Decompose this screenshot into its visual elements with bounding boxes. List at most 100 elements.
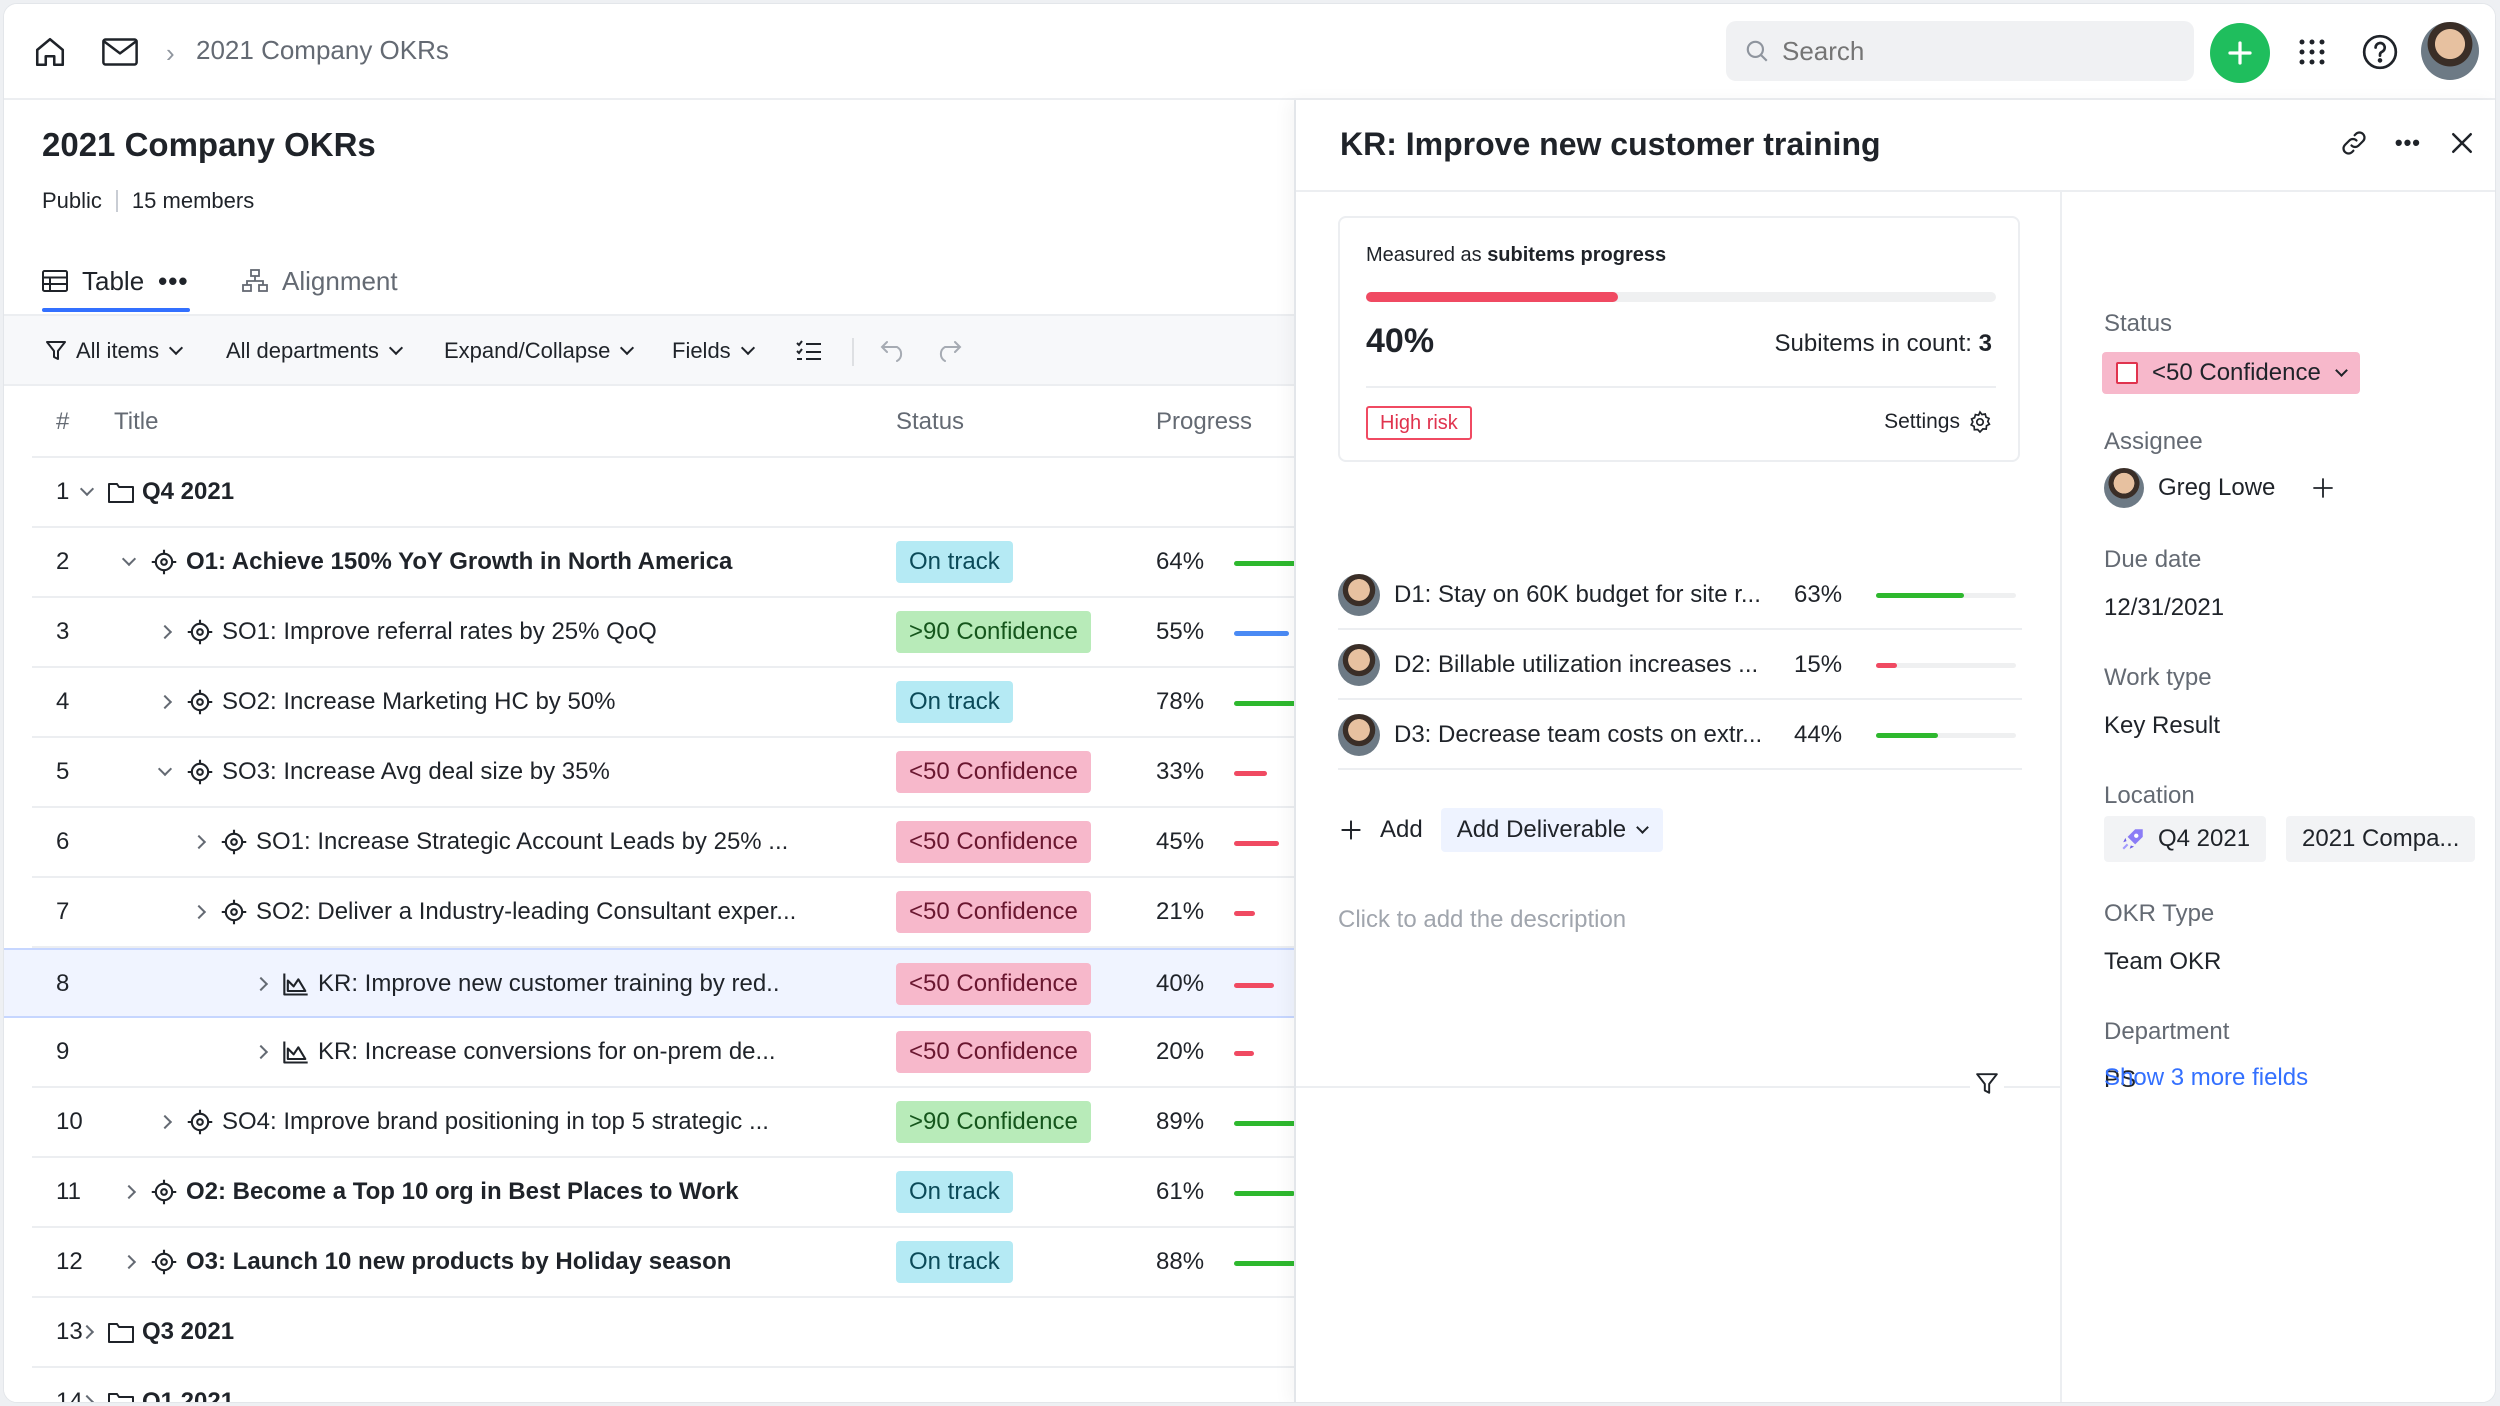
row-title[interactable]: SO3: Increase Avg deal size by 35% — [157, 758, 610, 786]
status-badge[interactable]: >90 Confidence — [896, 611, 1091, 653]
chevron-right-icon[interactable] — [191, 834, 207, 850]
search-box[interactable] — [1726, 21, 2194, 81]
chevron-right-icon[interactable] — [157, 1114, 173, 1130]
expand-collapse-dropdown[interactable]: Expand/Collapse — [444, 316, 635, 386]
deliverable-item[interactable]: D1: Stay on 60K budget for site r... 63% — [1338, 560, 2022, 630]
more-icon[interactable]: ••• — [158, 265, 189, 296]
status-badge[interactable]: On track — [896, 1171, 1013, 1213]
description-placeholder[interactable]: Click to add the description — [1338, 906, 1627, 933]
table-row[interactable]: 4 SO2: Increase Marketing HC by 50% On tra… — [32, 668, 1294, 738]
work-type-value[interactable]: Key Result — [2104, 712, 2221, 739]
chevron-right-icon[interactable] — [121, 1254, 137, 1270]
status-badge[interactable]: <50 Confidence — [896, 821, 1091, 863]
departments-dropdown[interactable]: All departments — [226, 316, 403, 386]
table-row[interactable]: 11 O2: Become a Top 10 org in Best Places… — [32, 1158, 1294, 1228]
status-checkbox[interactable] — [2116, 362, 2138, 384]
table-row[interactable]: 8 KR: Improve new customer training by re… — [4, 948, 1294, 1018]
detail-title[interactable]: KR: Improve new customer training — [1340, 126, 1881, 162]
mail-icon[interactable] — [100, 32, 140, 72]
user-avatar[interactable] — [2421, 22, 2479, 80]
table-row[interactable]: 2 O1: Achieve 150% YoY Growth in North Am… — [32, 528, 1294, 598]
status-badge[interactable]: <50 Confidence — [896, 891, 1091, 933]
chevron-down-icon[interactable] — [157, 761, 173, 777]
plus-icon[interactable] — [2311, 476, 2335, 500]
assignee-value[interactable]: Greg Lowe — [2104, 468, 2335, 508]
table-row[interactable]: 1 Q4 2021 — [32, 458, 1294, 528]
status-badge[interactable]: >90 Confidence — [896, 1101, 1091, 1143]
table-row[interactable]: 6 SO1: Increase Strategic Account Leads b… — [32, 808, 1294, 878]
table-row[interactable]: 7 SO2: Deliver a Industry-leading Consult… — [32, 878, 1294, 948]
column-header-progress[interactable]: Progress — [1156, 408, 1253, 435]
chevron-right-icon[interactable] — [121, 1184, 137, 1200]
redo-icon[interactable] — [934, 316, 962, 386]
chevron-right-icon[interactable] — [253, 976, 269, 992]
due-date-value[interactable]: 12/31/2021 — [2104, 594, 2225, 621]
deliverable-item[interactable]: D3: Decrease team costs on extr... 44% — [1338, 700, 2022, 770]
risk-badge[interactable]: High risk — [1366, 406, 1472, 440]
row-title[interactable]: SO1: Improve referral rates by 25% QoQ — [157, 618, 657, 646]
undo-icon[interactable] — [880, 316, 908, 386]
status-badge[interactable]: On track — [896, 1241, 1013, 1283]
column-header-title[interactable]: Title — [114, 408, 159, 435]
chevron-right-icon[interactable] — [191, 904, 207, 920]
row-title[interactable]: O1: Achieve 150% YoY Growth in North Ame… — [121, 548, 732, 576]
location-chip-okrs[interactable]: 2021 Compa... — [2286, 816, 2476, 862]
row-title[interactable]: KR: Increase conversions for on-prem de.… — [253, 1038, 776, 1066]
chevron-right-icon[interactable] — [157, 694, 173, 710]
close-icon[interactable] — [2447, 128, 2477, 163]
filter-icon[interactable] — [1970, 1072, 2004, 1101]
table-row[interactable]: 13 Q3 2021 — [32, 1298, 1294, 1368]
row-title[interactable]: KR: Improve new customer training by red… — [253, 970, 780, 998]
more-icon[interactable]: ••• — [2394, 130, 2421, 155]
help-icon[interactable] — [2360, 32, 2400, 72]
search-input[interactable] — [1782, 21, 2182, 81]
table-row[interactable]: 12 O3: Launch 10 new products by Holiday … — [32, 1228, 1294, 1298]
status-dropdown[interactable]: <50 Confidence — [2102, 352, 2360, 394]
settings-button[interactable]: Settings — [1884, 410, 1992, 434]
chevron-right-icon[interactable] — [79, 1324, 95, 1340]
table-row[interactable]: 3 SO1: Improve referral rates by 25% QoQ >… — [32, 598, 1294, 668]
fields-dropdown[interactable]: Fields — [672, 316, 755, 386]
show-more-fields-link[interactable]: Show 3 more fields — [2104, 1064, 2309, 1091]
status-badge[interactable]: On track — [896, 681, 1013, 723]
row-title[interactable]: Q4 2021 — [79, 478, 234, 506]
row-title[interactable]: O3: Launch 10 new products by Holiday se… — [121, 1248, 731, 1276]
okr-type-value[interactable]: Team OKR — [2104, 948, 2222, 975]
chevron-right-icon[interactable] — [79, 1394, 95, 1402]
home-icon[interactable] — [30, 32, 70, 72]
table-row[interactable]: 10 SO4: Improve brand positioning in top … — [32, 1088, 1294, 1158]
table-row[interactable]: 5 SO3: Increase Avg deal size by 35% <50 C… — [32, 738, 1294, 808]
row-title[interactable]: SO4: Improve brand positioning in top 5 … — [157, 1108, 769, 1136]
status-badge[interactable]: <50 Confidence — [896, 963, 1091, 1005]
chevron-down-icon[interactable] — [79, 481, 95, 497]
add-label[interactable]: Add — [1380, 816, 1423, 843]
add-button[interactable] — [2210, 23, 2270, 83]
chevron-right-icon[interactable] — [157, 624, 173, 640]
row-title[interactable]: SO1: Increase Strategic Account Leads by… — [191, 828, 788, 856]
status-badge[interactable]: <50 Confidence — [896, 1031, 1091, 1073]
table-row[interactable]: 14 Q1 2021 — [32, 1368, 1294, 1402]
members-count[interactable]: 15 members — [131, 188, 255, 213]
chevron-right-icon[interactable] — [253, 1044, 269, 1060]
status-badge[interactable]: On track — [896, 541, 1013, 583]
row-title[interactable]: Q1 2021 — [79, 1388, 234, 1402]
grid-icon[interactable] — [2292, 32, 2332, 72]
chevron-down-icon[interactable] — [121, 551, 137, 567]
department-value[interactable]: PS — [2104, 1066, 2137, 1093]
link-icon[interactable] — [2339, 128, 2369, 163]
breadcrumb-current[interactable]: 2021 Company OKRs — [196, 35, 449, 65]
deliverable-item[interactable]: D2: Billable utilization increases ... 15… — [1338, 630, 2022, 700]
tab-alignment[interactable]: Alignment — [242, 250, 398, 312]
location-chip-q4[interactable]: Q4 2021 — [2104, 816, 2267, 862]
items-filter-dropdown[interactable]: All items — [46, 316, 184, 386]
row-title[interactable]: O2: Become a Top 10 org in Best Places t… — [121, 1178, 739, 1206]
column-header-status[interactable]: Status — [896, 408, 965, 435]
table-row[interactable]: 9 KR: Increase conversions for on-prem de… — [32, 1018, 1294, 1088]
tab-table[interactable]: Table ••• — [42, 250, 190, 312]
row-title[interactable]: SO2: Increase Marketing HC by 50% — [157, 688, 616, 716]
status-badge[interactable]: <50 Confidence — [896, 751, 1091, 793]
row-title[interactable]: Q3 2021 — [79, 1318, 234, 1346]
row-title[interactable]: SO2: Deliver a Industry-leading Consulta… — [191, 898, 796, 926]
checklist-icon[interactable] — [796, 316, 822, 386]
plus-icon[interactable] — [1338, 817, 1364, 843]
